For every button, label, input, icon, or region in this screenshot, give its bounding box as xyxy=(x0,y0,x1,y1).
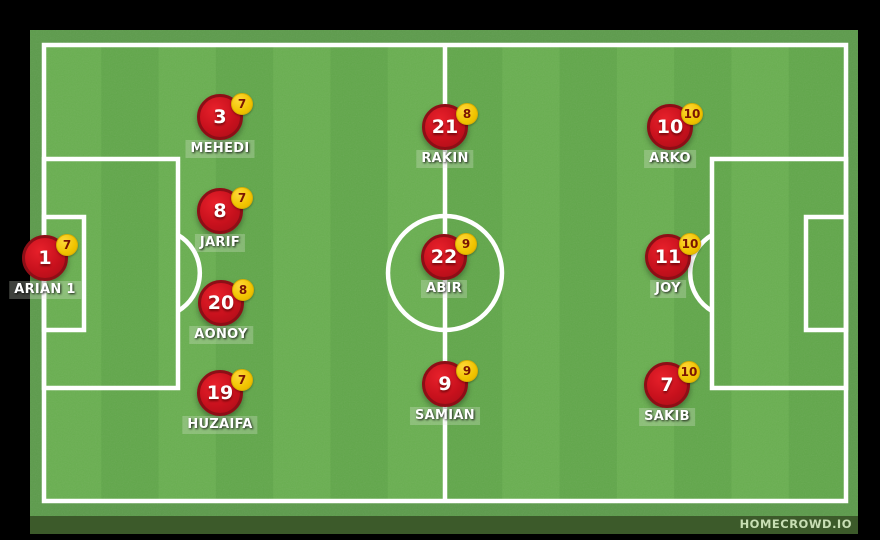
footer-bar xyxy=(30,516,858,534)
left-penalty-arc xyxy=(176,233,202,313)
player-number: 20 xyxy=(207,292,235,314)
player-rating-badge: 9 xyxy=(456,360,478,382)
player-name: ARIAN 1 xyxy=(9,281,81,299)
player-number: 10 xyxy=(656,116,684,138)
player-name: MEHEDI xyxy=(185,140,255,158)
player-number: 3 xyxy=(213,106,227,128)
player-rating-badge: 9 xyxy=(455,233,477,255)
player-disc[interactable]: 8 xyxy=(197,188,243,234)
player-rating-badge: 7 xyxy=(231,369,253,391)
player-disc[interactable]: 1 xyxy=(22,235,68,281)
player-name: SAKIB xyxy=(639,408,695,426)
player-name: RAKIN xyxy=(416,150,474,168)
player-number: 22 xyxy=(430,246,458,268)
player-name: JARIF xyxy=(194,234,246,252)
player-rating-badge: 7 xyxy=(231,93,253,115)
player-name: HUZAIFA xyxy=(182,416,258,434)
player-number: 11 xyxy=(654,246,682,268)
right-six-yard-box xyxy=(803,214,849,333)
player-number: 8 xyxy=(213,200,227,222)
player-disc[interactable]: 10 xyxy=(647,104,693,150)
player-name: AONOY xyxy=(189,326,253,344)
player-name: ARKO xyxy=(644,150,696,168)
player-disc[interactable]: 11 xyxy=(645,234,691,280)
player-number: 19 xyxy=(206,382,234,404)
player-disc[interactable]: 19 xyxy=(197,370,243,416)
player-number: 1 xyxy=(38,247,52,269)
player-number: 7 xyxy=(660,374,674,396)
player-number: 9 xyxy=(438,373,452,395)
player-rating-badge: 10 xyxy=(681,103,703,125)
player-rating-badge: 10 xyxy=(679,233,701,255)
player-rating-badge: 7 xyxy=(56,234,78,256)
player-name: ABIR xyxy=(420,280,468,298)
player-number: 21 xyxy=(431,116,459,138)
right-penalty-arc xyxy=(688,233,714,313)
player-name: SAMIAN xyxy=(410,407,480,425)
watermark: HOMECROWD.IO xyxy=(739,517,852,531)
player-name: JOY xyxy=(650,280,686,298)
center-circle xyxy=(385,213,505,333)
player-rating-badge: 8 xyxy=(456,103,478,125)
player-rating-badge: 7 xyxy=(231,187,253,209)
player-rating-badge: 10 xyxy=(678,361,700,383)
player-rating-badge: 8 xyxy=(232,279,254,301)
